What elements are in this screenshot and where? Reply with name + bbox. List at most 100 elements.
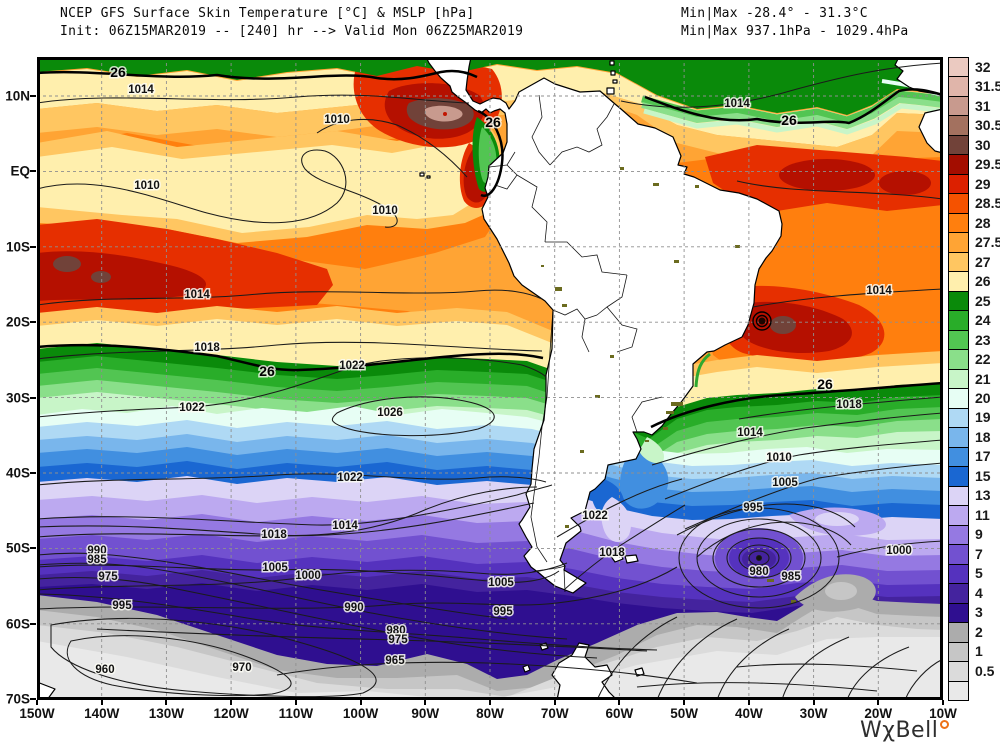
isobar-label: 1022 (339, 360, 365, 372)
color-scale-label-32: 32 (975, 58, 991, 75)
lon-label-60W: 60W (605, 706, 634, 721)
lon-tick (230, 700, 233, 705)
galapagos (419, 172, 431, 179)
isobar-label: 1022 (582, 510, 608, 522)
lat-tick (30, 471, 36, 474)
wxbell-logo-text: WχBell (860, 718, 939, 743)
lon-tick (294, 700, 297, 705)
lon-tick (941, 700, 944, 705)
color-scale-label-24: 24 (975, 312, 991, 329)
lon-label-30W: 30W (799, 706, 828, 721)
isobar-label: 1000 (886, 545, 912, 557)
lat-label-EQ: EQ (10, 163, 30, 179)
lon-tick (359, 700, 362, 705)
isobar-label: 985 (87, 554, 107, 566)
color-scale-label-4: 4 (975, 584, 983, 601)
color-scale-box (948, 154, 969, 175)
lat-label-40S: 40S (5, 465, 30, 481)
lon-tick (488, 700, 491, 705)
isobar-label: 1014 (184, 289, 210, 301)
color-scale-label-3: 3 (975, 604, 983, 621)
color-scale-box (948, 232, 969, 253)
lon-tick (683, 700, 686, 705)
color-scale-label-19: 19 (975, 409, 991, 426)
isobar-label: 1000 (295, 570, 321, 582)
color-scale-box (948, 427, 969, 448)
color-scale-box (948, 388, 969, 409)
color-scale-label-23: 23 (975, 331, 991, 348)
isobar-label: 995 (743, 502, 763, 514)
color-scale-box (948, 115, 969, 136)
color-scale-box (948, 680, 969, 701)
color-scale-label-13: 13 (975, 487, 991, 504)
isobar-label: 970 (232, 662, 251, 674)
color-scale-label-1: 1 (975, 643, 983, 660)
lat-tick (30, 698, 36, 700)
color-scale-box (948, 134, 969, 156)
color-scale-box (948, 602, 969, 624)
lat-label-20S: 20S (5, 314, 30, 330)
isobar-label: 1010 (766, 452, 792, 464)
color-scale-label-29: 29 (975, 175, 991, 192)
country-borders (488, 94, 663, 593)
isobar-label: 1005 (488, 577, 514, 589)
falkland-islands (609, 552, 639, 564)
lon-tick (553, 700, 556, 705)
isobar-label: 975 (388, 634, 408, 646)
lat-tick (30, 396, 36, 399)
isotherm-label: 26 (485, 114, 501, 130)
color-scale-label-26: 26 (975, 273, 991, 290)
isotherm-label: 26 (110, 64, 126, 80)
color-scale-box (948, 57, 969, 78)
map-init-valid: Init: 06Z15MAR2019 -- [240] hr --> Valid… (60, 24, 524, 39)
isobar-label: 980 (386, 625, 405, 637)
color-scale-label-2: 2 (975, 623, 983, 640)
lon-label-70W: 70W (540, 706, 569, 721)
color-scale-box (948, 95, 969, 117)
isotherm-label: 26 (781, 112, 797, 128)
color-scale-box (948, 368, 969, 390)
color-scale-box (948, 446, 969, 468)
lon-label-80W: 80W (476, 706, 504, 721)
color-scale-label-31: 31 (975, 97, 991, 114)
isobar-contours (37, 62, 943, 700)
lon-tick (877, 700, 880, 705)
isobar-label: 1005 (772, 477, 798, 489)
color-scale-label-31.5: 31.5 (975, 78, 1000, 95)
isobar-label: 960 (95, 664, 114, 676)
isobar-label: 1014 (332, 520, 358, 532)
lat-label-70S: 70S (5, 691, 30, 707)
lat-tick (30, 245, 36, 248)
color-scale-box (948, 193, 969, 214)
color-scale-box (948, 563, 969, 585)
lon-label-120W: 120W (213, 706, 249, 721)
color-scale-box (948, 661, 969, 682)
color-scale (948, 57, 969, 701)
lon-label-110W: 110W (278, 706, 314, 721)
isobar-label: 1018 (261, 529, 287, 541)
map-title: NCEP GFS Surface Skin Temperature [°C] &… (60, 6, 475, 21)
color-scale-label-15: 15 (975, 467, 991, 484)
color-scale-box (948, 212, 969, 234)
lon-label-40W: 40W (734, 706, 763, 721)
lon-label-90W: 90W (411, 706, 440, 721)
color-scale-box (948, 505, 969, 526)
color-scale-label-29.5: 29.5 (975, 156, 1000, 173)
lat-tick (30, 170, 36, 173)
isobar-label: 995 (493, 606, 513, 618)
isobar-label: 1022 (179, 402, 205, 414)
isobar-label: 1014 (737, 427, 763, 439)
lon-tick (165, 700, 168, 705)
color-scale-label-7: 7 (975, 545, 983, 562)
cyclone-eye (752, 311, 772, 331)
lake-speckles (541, 167, 796, 603)
isobar-label: 1010 (372, 205, 398, 217)
minmax-temperature: Min|Max -28.4° - 31.3°C (681, 6, 868, 21)
lat-label-60S: 60S (5, 616, 30, 632)
corner-ice (37, 681, 56, 700)
isobar-label: 1018 (836, 399, 862, 411)
isobar-label: 985 (781, 571, 801, 583)
isobar-label: 1010 (324, 114, 350, 126)
color-scale-box (948, 524, 969, 546)
isobar-label: 975 (98, 571, 118, 583)
